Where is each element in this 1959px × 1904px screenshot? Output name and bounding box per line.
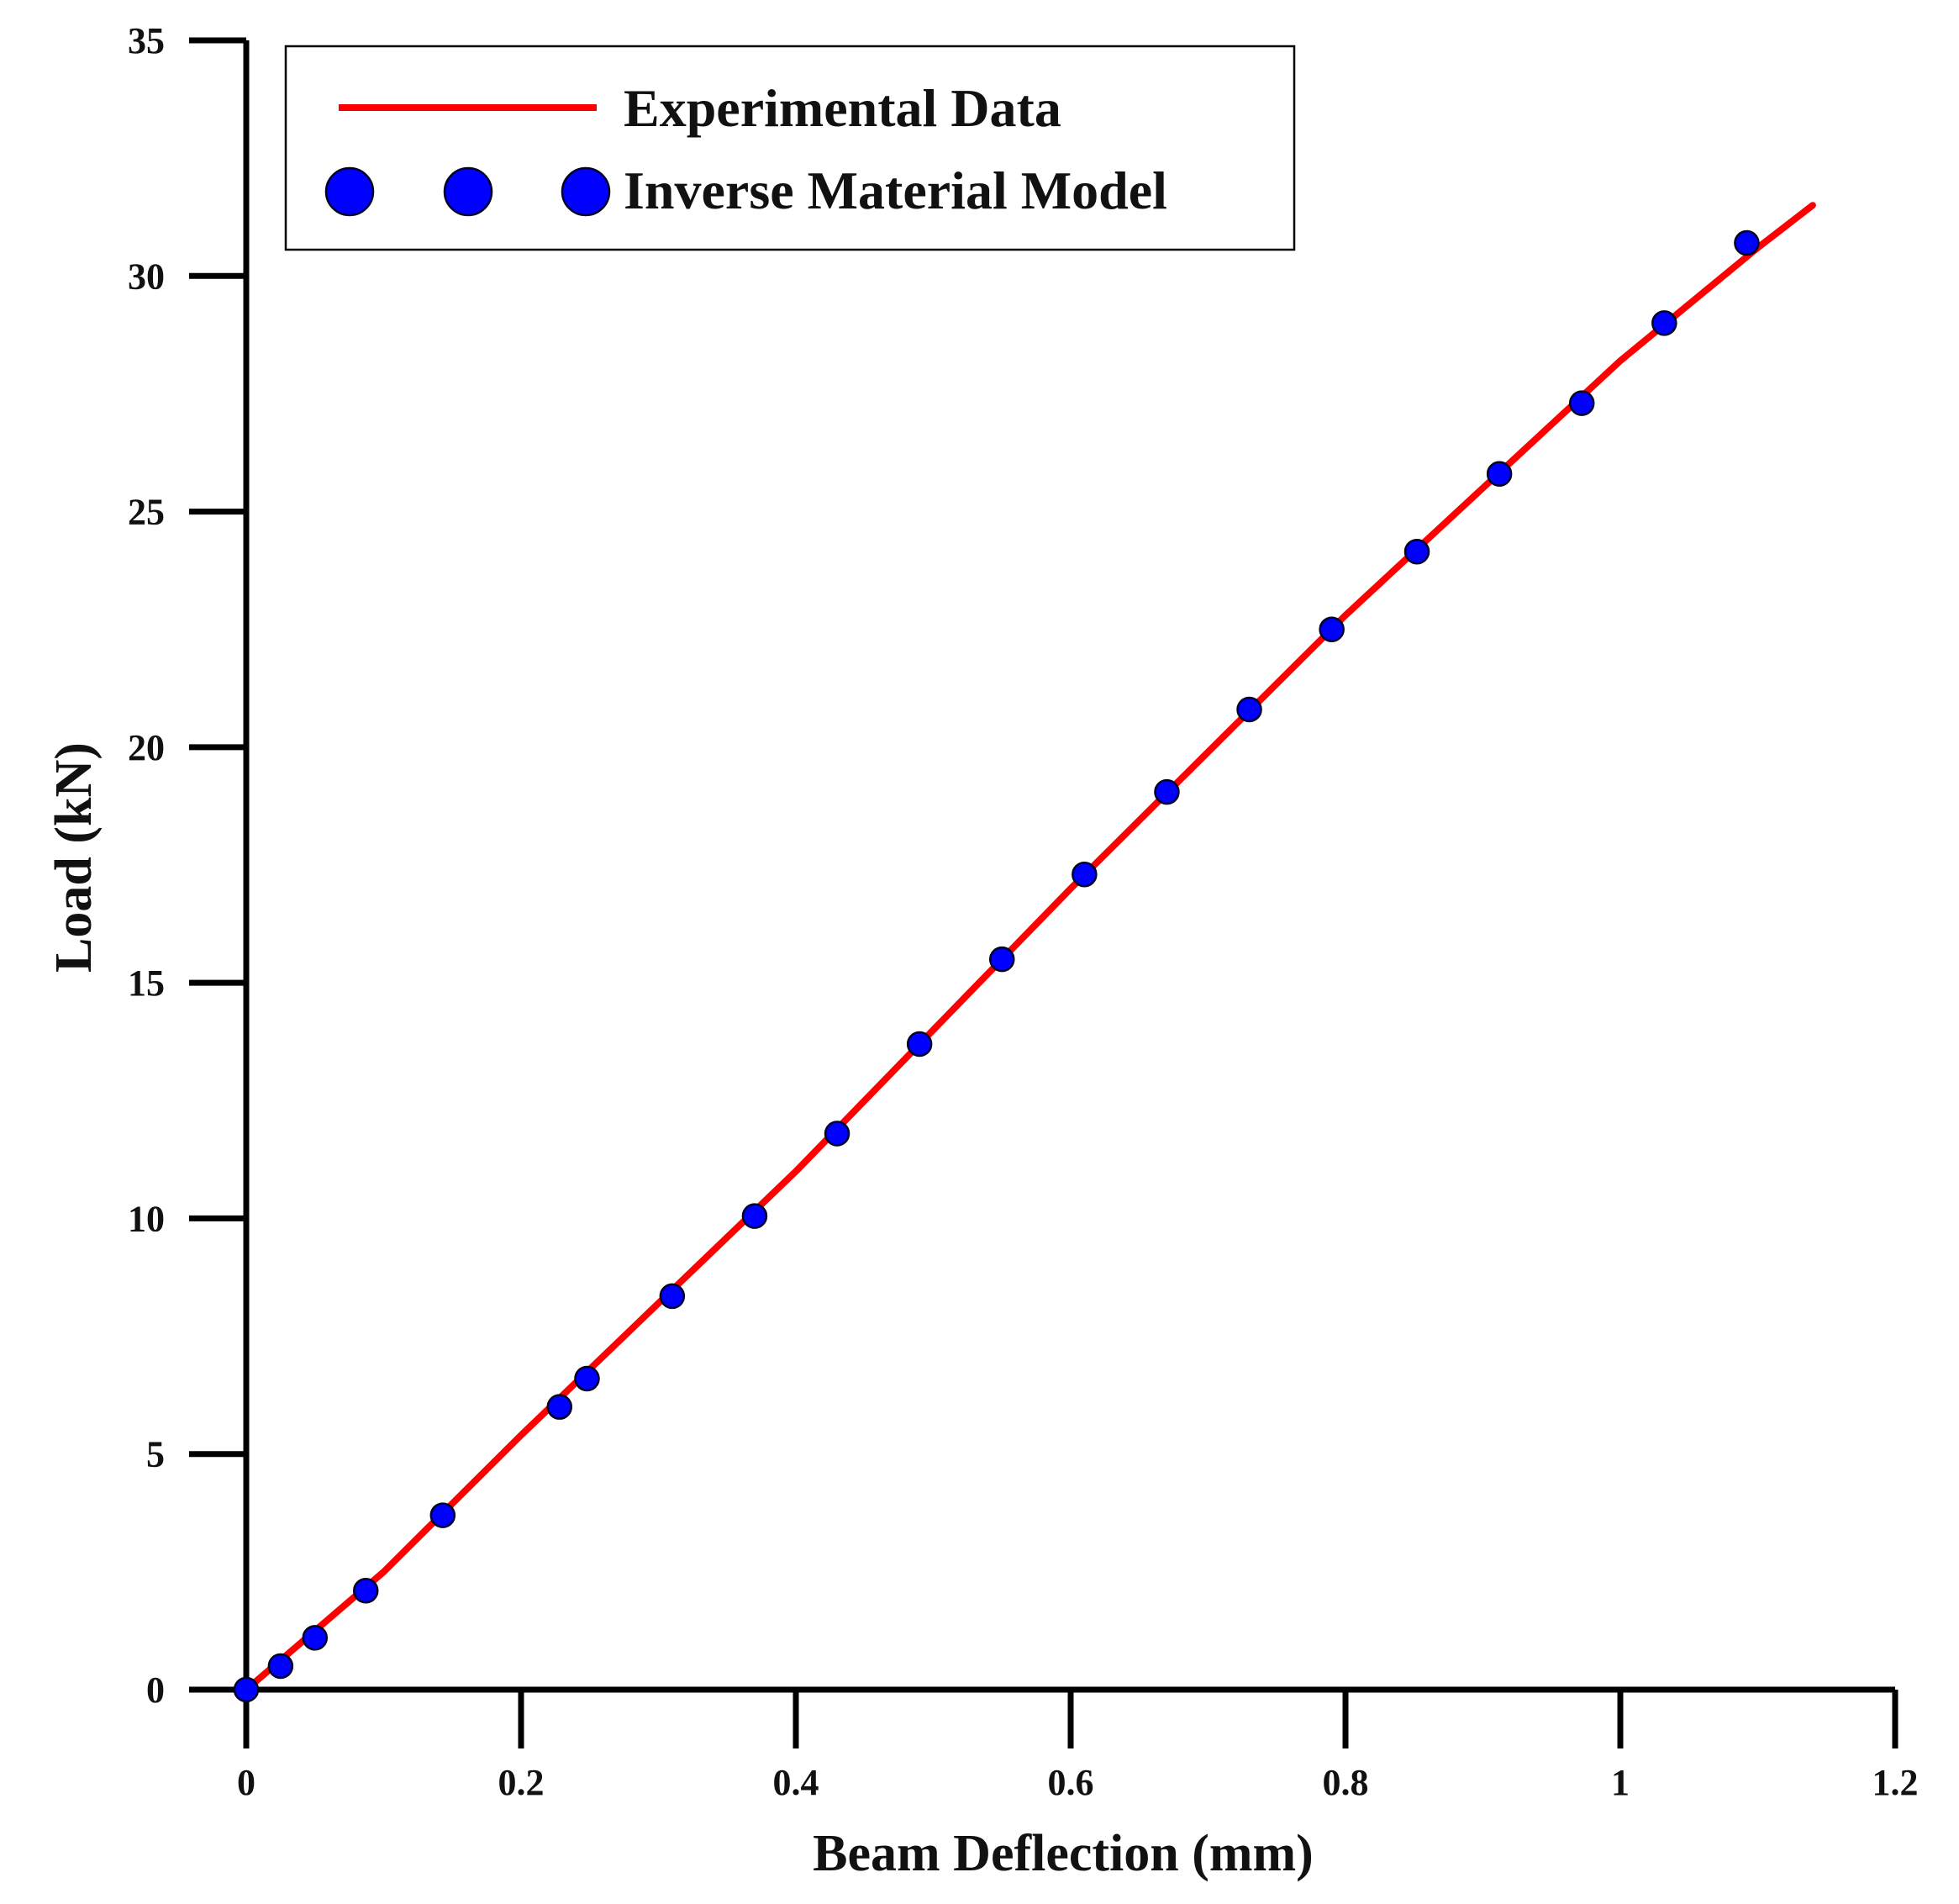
inverse-model-point [1403, 538, 1430, 565]
inverse-model-point [824, 1121, 850, 1147]
inverse-model-point [302, 1625, 328, 1651]
x-tick-label: 1 [1611, 1762, 1630, 1803]
inverse-model-point [352, 1578, 379, 1604]
legend-box [284, 45, 1296, 251]
legend-label-experimental: Experimental Data [624, 78, 1061, 138]
y-tick-label: 0 [146, 1669, 165, 1711]
inverse-model-point [1568, 390, 1595, 416]
y-tick-label: 25 [128, 492, 165, 533]
legend-marker-swatch [443, 166, 493, 217]
legend-marker-swatch [324, 166, 375, 217]
y-tick-label: 5 [146, 1434, 165, 1475]
y-axis-title: Load (kN) [45, 742, 103, 973]
y-tick-label: 35 [128, 20, 165, 61]
inverse-model-point [1486, 461, 1513, 487]
x-tick-label: 0.4 [773, 1762, 819, 1803]
x-tick-label: 0.2 [498, 1762, 545, 1803]
inverse-model-series [233, 229, 1760, 1703]
x-tick-label: 0 [237, 1762, 255, 1803]
inverse-model-point [659, 1283, 686, 1310]
inverse-model-point [1236, 696, 1262, 723]
x-tick-label: 0.8 [1323, 1762, 1369, 1803]
y-axis-ticks: 0 5 10 15 20 25 30 35 [128, 20, 246, 1711]
inverse-model-point [1072, 861, 1098, 888]
y-tick-label: 15 [128, 963, 165, 1004]
inverse-model-point [233, 1676, 260, 1703]
inverse-model-point [989, 946, 1015, 973]
y-tick-label: 10 [128, 1198, 165, 1239]
x-tick-label: 0.6 [1048, 1762, 1094, 1803]
y-tick-label: 30 [128, 256, 165, 297]
inverse-model-point [267, 1653, 294, 1680]
inverse-model-point [429, 1502, 456, 1528]
inverse-model-point [546, 1394, 573, 1420]
y-tick-label: 20 [128, 727, 165, 768]
inverse-model-point [1154, 778, 1180, 805]
legend-marker-swatch [561, 166, 611, 217]
legend-label-inverse: Inverse Material Model [624, 161, 1167, 220]
x-axis-ticks: 0 0.2 0.4 0.6 0.8 1 1.2 [237, 1690, 1919, 1803]
inverse-model-point [906, 1031, 933, 1057]
inverse-model-point [1319, 616, 1345, 642]
inverse-model-point [1651, 310, 1677, 336]
x-tick-label: 1.2 [1872, 1762, 1919, 1803]
inverse-model-point [741, 1203, 768, 1229]
legend: Experimental Data Inverse Material Model [284, 45, 1296, 251]
experimental-data-series [243, 202, 1816, 1693]
inverse-model-point [1734, 229, 1760, 256]
axes [189, 40, 1895, 1748]
x-axis-title: Beam Deflection (mm) [813, 1825, 1314, 1882]
experimental-data-line [243, 202, 1816, 1693]
inverse-model-point [574, 1365, 600, 1392]
